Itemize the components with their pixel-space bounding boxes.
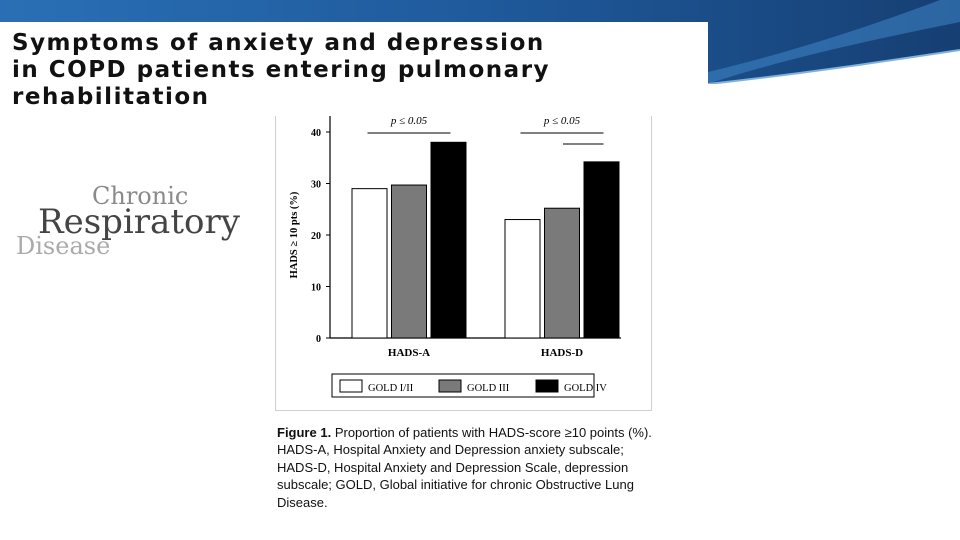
legend-box [331,373,595,398]
y-tick-label: 20 [311,231,321,242]
bar-hads-a-2 [391,184,427,339]
legend-label: GOLD I/II [368,383,414,394]
chart-annotations: p ≤ 0.05 p ≤ 0.05 [367,115,604,145]
y-tick-label: 30 [311,180,321,191]
bar-hads-d-1 [504,219,541,339]
y-axis-label: HADS ≥ 10 pts (%) [289,191,300,278]
title-line-2: in COPD patients entering pulmonary [12,57,551,83]
logo-word-disease: Disease [16,232,111,260]
logo-word-chronic: Chronic [92,182,189,210]
bar-hads-d-2 [544,207,580,339]
legend-swatch [438,379,462,393]
caption-text: Proportion of patients with HADS-score ≥… [277,425,652,510]
figure-caption: Figure 1. Proportion of patients with HA… [277,424,657,511]
caption-label: Figure 1. [277,425,332,440]
logo-word-respiratory: Respiratory [38,202,240,242]
legend-label: GOLD IV [564,383,607,394]
legend-swatch [339,379,363,393]
y-tick-label: 10 [311,283,321,294]
bar-hads-d-3 [583,161,620,339]
x-tick-label: HADS-A [388,347,430,359]
title-line-3: rehabilitation [12,84,210,110]
bar-chart: 0 10 20 30 40 HADS ≥ 10 pts (%) HADS-A HADS-D p… [289,115,621,398]
legend-label: GOLD III [467,383,510,394]
journal-logo: Chronic Respiratory Disease [14,180,264,260]
chart-axes: 0 10 20 30 40 HADS ≥ 10 pts (%) HADS-A HADS-D [289,116,621,359]
title-line-1: Symptoms of anxiety and depression [12,30,545,56]
slide-title: Symptoms of anxiety and depression in CO… [0,22,708,110]
significance-label: p ≤ 0.05 [543,116,581,127]
x-tick-label: HADS-D [541,347,583,359]
chart-legend: GOLD I/II GOLD III GOLD IV [331,373,607,398]
legend-swatch [535,379,559,393]
bar-hads-a-3 [430,141,467,339]
bar-hads-a-1 [351,188,388,339]
figure-panel: 0 10 20 30 40 HADS ≥ 10 pts (%) HADS-A HADS-D p… [275,115,652,411]
significance-label: p ≤ 0.05 [390,116,428,127]
y-tick-label: 40 [311,128,321,139]
y-tick-label: 0 [316,334,321,345]
chart-bars [351,141,620,339]
